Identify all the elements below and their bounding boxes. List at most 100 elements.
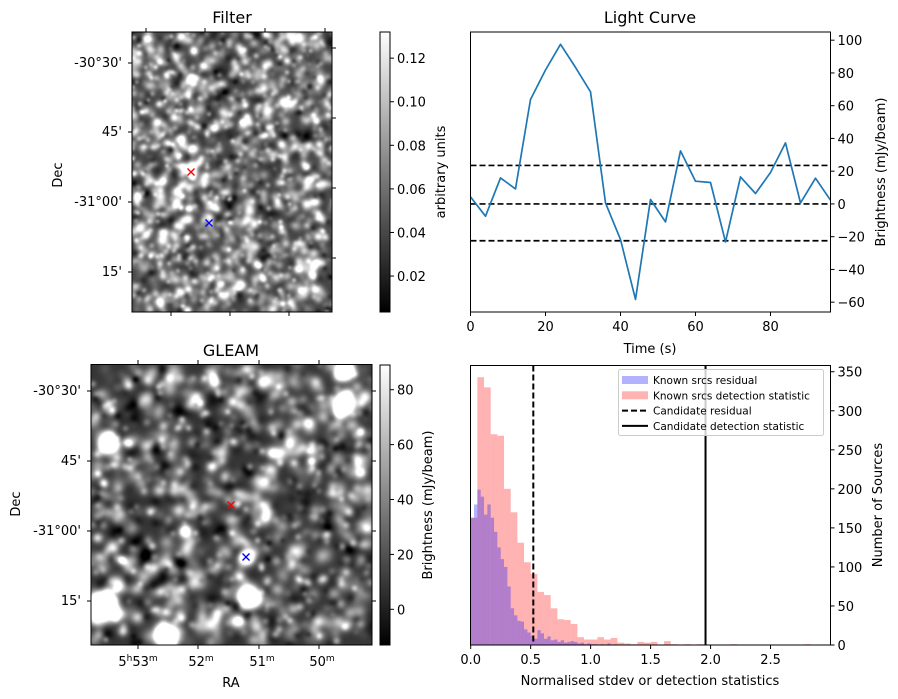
gleam-markers xyxy=(227,501,250,561)
x-tick-label: 20 xyxy=(537,320,554,335)
gleam-ra-tick-label: 52m xyxy=(188,654,213,670)
residual-bar xyxy=(490,517,495,645)
histogram-residual-bars xyxy=(470,489,618,645)
colorbar-tick-label: 0.04 xyxy=(397,226,426,241)
colorbar-tick-label: 0 xyxy=(397,603,405,618)
light-curve-ylabel: Brightness (mJy/beam) xyxy=(874,98,889,247)
filter-dec-tick-label: -30°30' xyxy=(74,56,122,71)
detection-statistic-bar xyxy=(477,377,485,645)
residual-bar xyxy=(507,586,511,645)
residual-bar xyxy=(554,639,558,645)
legend-label: Known srcs detection statistic xyxy=(653,390,810,402)
detection-statistic-bar xyxy=(637,641,645,645)
gleam-dec-tick-label: 15' xyxy=(61,594,81,609)
residual-bar xyxy=(504,566,508,645)
y-tick-label: 20 xyxy=(838,165,855,180)
light-curve-xticks: 0 20 40 60 80 xyxy=(466,312,779,335)
residual-bar xyxy=(567,641,571,645)
residual-bar xyxy=(587,643,591,645)
filter-image xyxy=(132,32,332,312)
detection-statistic-bar xyxy=(550,608,558,645)
y-tick-label: 0 xyxy=(838,639,846,654)
detection-statistic-bar xyxy=(570,623,578,645)
light-curve-yticks: −60 −40 −20 0 20 40 60 80 100 xyxy=(830,34,865,311)
detection-statistic-bar xyxy=(497,435,505,645)
x-tick-label: 0.0 xyxy=(460,653,481,668)
filter-colorbar-ticks: 0.02 0.04 0.06 0.08 0.10 0.12 xyxy=(390,52,426,285)
light-curve-xlabel: Time (s) xyxy=(623,342,677,357)
light-curve-panel: Light Curve 0 20 40 60 80 −60 −40 −20 0 20 40 60 80… xyxy=(466,8,889,357)
residual-bar xyxy=(607,643,611,645)
filter-colorbar-frame xyxy=(379,31,391,313)
detection-statistic-bar xyxy=(564,620,571,645)
colorbar-tick-label: 0.12 xyxy=(397,52,426,67)
detection-statistic-bar xyxy=(537,591,545,645)
filter-ylabel: Dec xyxy=(51,162,66,187)
detection-statistic-bar xyxy=(604,639,611,645)
gleam-colorbar-frame xyxy=(379,364,391,646)
gleam-colorbar-ticks: 0 20 40 60 80 xyxy=(390,384,414,618)
known-source-marker xyxy=(242,553,250,561)
detection-statistic-bar xyxy=(584,639,591,645)
histogram-legend: Known srcs residual Known srcs detection … xyxy=(618,369,824,436)
x-tick-label: 1.5 xyxy=(640,653,661,668)
residual-bar xyxy=(480,496,485,645)
detection-statistic-bar xyxy=(544,595,551,645)
filter-markers xyxy=(187,168,213,227)
gleam-ra-tick-label: 51m xyxy=(249,654,274,670)
y-tick-label: 80 xyxy=(838,67,855,82)
detection-statistic-bar xyxy=(610,637,618,645)
detection-statistic-bar xyxy=(644,642,651,645)
x-tick-label: 2.5 xyxy=(760,653,781,668)
gleam-xlabel: RA xyxy=(222,676,240,691)
filter-bottom-ticks xyxy=(170,312,290,316)
x-tick-label: 0.5 xyxy=(520,653,541,668)
filter-colorbar-gradient xyxy=(380,32,390,312)
residual-bar xyxy=(517,620,521,645)
gleam-ylabel: Dec xyxy=(9,491,24,516)
residual-bar xyxy=(544,638,548,645)
legend-label: Known srcs residual xyxy=(653,375,757,387)
y-tick-label: −20 xyxy=(838,231,865,246)
residual-bar xyxy=(510,608,515,645)
filter-top-ticks xyxy=(145,28,326,32)
light-curve-title: Light Curve xyxy=(604,8,696,27)
colorbar-tick-label: 40 xyxy=(397,494,414,509)
x-tick-label: 80 xyxy=(762,320,779,335)
residual-bar xyxy=(564,642,568,645)
colorbar-tick-label: 60 xyxy=(397,439,414,454)
residual-bar xyxy=(500,559,505,645)
gleam-axes-frame xyxy=(90,364,373,646)
histogram-xticks: 0.0 0.5 1.0 1.5 2.0 2.5 xyxy=(460,645,781,668)
filter-colorbar-label: arbitrary units xyxy=(434,125,449,218)
residual-bar xyxy=(527,632,531,645)
x-tick-label: 60 xyxy=(687,320,704,335)
colorbar-tick-label: 20 xyxy=(397,548,414,563)
histogram-yticks: 0 50 100 150 200 250 300 350 xyxy=(830,366,863,654)
y-tick-label: 150 xyxy=(838,522,863,537)
x-tick-label: 2.0 xyxy=(700,653,721,668)
legend-label: Candidate detection statistic xyxy=(653,421,805,433)
y-tick-label: 40 xyxy=(838,132,855,147)
filter-panel: Filter -30°30' 45' -31°00' 15' Dec 0.020… xyxy=(51,8,449,316)
y-tick-label: −40 xyxy=(838,263,865,278)
gleam-colorbar-gradient xyxy=(380,365,390,645)
residual-bar xyxy=(474,504,478,645)
filter-axes-frame xyxy=(131,31,333,313)
detection-statistic-bar xyxy=(517,542,525,645)
histogram-panel: 0.0 0.5 1.0 1.5 2.0 2.5 0 50 100 150 200 250 300 350… xyxy=(460,365,886,689)
gleam-panel: GLEAM -30°30' 45' -31°00' 15' Dec 5h53m … xyxy=(9,341,436,691)
gleam-right-ticks xyxy=(372,390,376,602)
detection-statistic-bar xyxy=(664,641,671,645)
detection-statistic-bar xyxy=(597,637,605,645)
residual-bar xyxy=(497,547,501,645)
gleam-left-ticks xyxy=(87,390,91,602)
y-tick-label: 100 xyxy=(838,561,863,576)
colorbar-tick-label: 0.02 xyxy=(397,270,426,285)
residual-bar xyxy=(580,642,585,645)
legend-label: Candidate residual xyxy=(653,406,752,418)
y-tick-label: 200 xyxy=(838,483,863,498)
y-tick-label: 350 xyxy=(838,366,863,381)
filter-title: Filter xyxy=(212,8,252,27)
gleam-dec-tick-label: -31°00' xyxy=(33,524,81,539)
